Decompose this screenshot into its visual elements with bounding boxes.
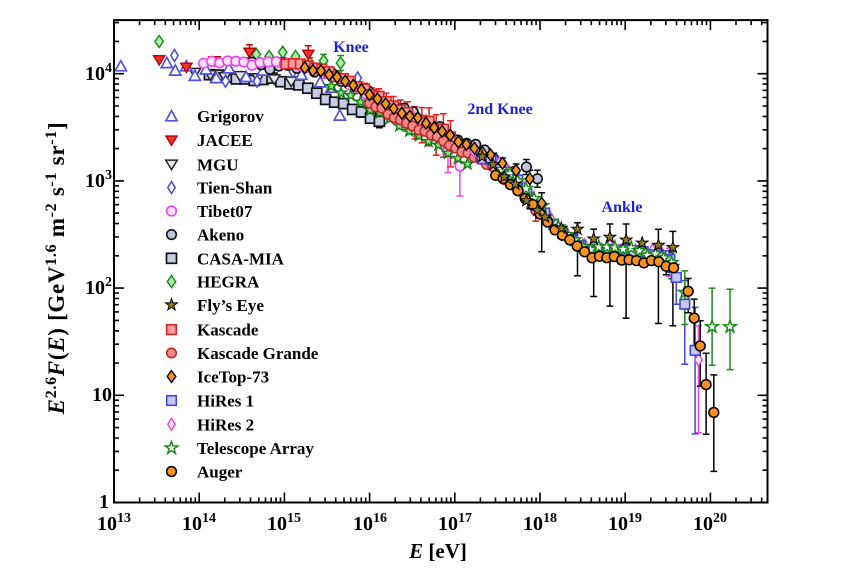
svg-text:1013: 1013 — [97, 511, 131, 535]
svg-text:HiRes 1: HiRes 1 — [197, 392, 254, 411]
svg-text:Tibet07: Tibet07 — [197, 202, 253, 221]
svg-text:104: 104 — [85, 61, 112, 85]
svg-text:Ankle: Ankle — [602, 199, 643, 216]
svg-text:10: 10 — [92, 384, 112, 406]
svg-text:1019: 1019 — [608, 511, 642, 535]
svg-text:1018: 1018 — [523, 511, 557, 535]
svg-text:Telescope Array: Telescope Array — [197, 439, 314, 458]
svg-text:1015: 1015 — [267, 511, 301, 535]
svg-text:HEGRA: HEGRA — [197, 273, 260, 292]
svg-text:Akeno: Akeno — [197, 226, 244, 245]
svg-text:1014: 1014 — [182, 511, 216, 535]
svg-text:MGU: MGU — [197, 155, 239, 174]
svg-text:JACEE: JACEE — [197, 131, 253, 150]
svg-text:Kascade Grande: Kascade Grande — [197, 344, 319, 363]
svg-text:E [eV]: E [eV] — [408, 539, 467, 563]
svg-text:Auger: Auger — [197, 463, 243, 482]
svg-text:E2.6F(E) [GeV1.6 m-2 s-1 sr-1]: E2.6F(E) [GeV1.6 m-2 s-1 sr-1] — [43, 122, 69, 416]
svg-text:Fly’s Eye: Fly’s Eye — [197, 296, 264, 315]
svg-text:Grigorov: Grigorov — [197, 107, 264, 126]
svg-text:103: 103 — [85, 168, 112, 192]
svg-text:Kascade: Kascade — [197, 321, 259, 340]
svg-text:CASA-MIA: CASA-MIA — [197, 249, 285, 268]
svg-text:2nd Knee: 2nd Knee — [467, 101, 532, 118]
svg-text:IceTop-73: IceTop-73 — [197, 368, 269, 387]
svg-text:1020: 1020 — [693, 511, 727, 535]
svg-text:Tien-Shan: Tien-Shan — [197, 179, 273, 198]
svg-text:HiRes 2: HiRes 2 — [197, 415, 254, 434]
svg-text:1016: 1016 — [353, 511, 387, 535]
svg-text:1017: 1017 — [438, 511, 472, 535]
svg-text:Knee: Knee — [333, 39, 369, 56]
svg-text:102: 102 — [85, 275, 112, 299]
svg-text:1: 1 — [99, 491, 109, 513]
